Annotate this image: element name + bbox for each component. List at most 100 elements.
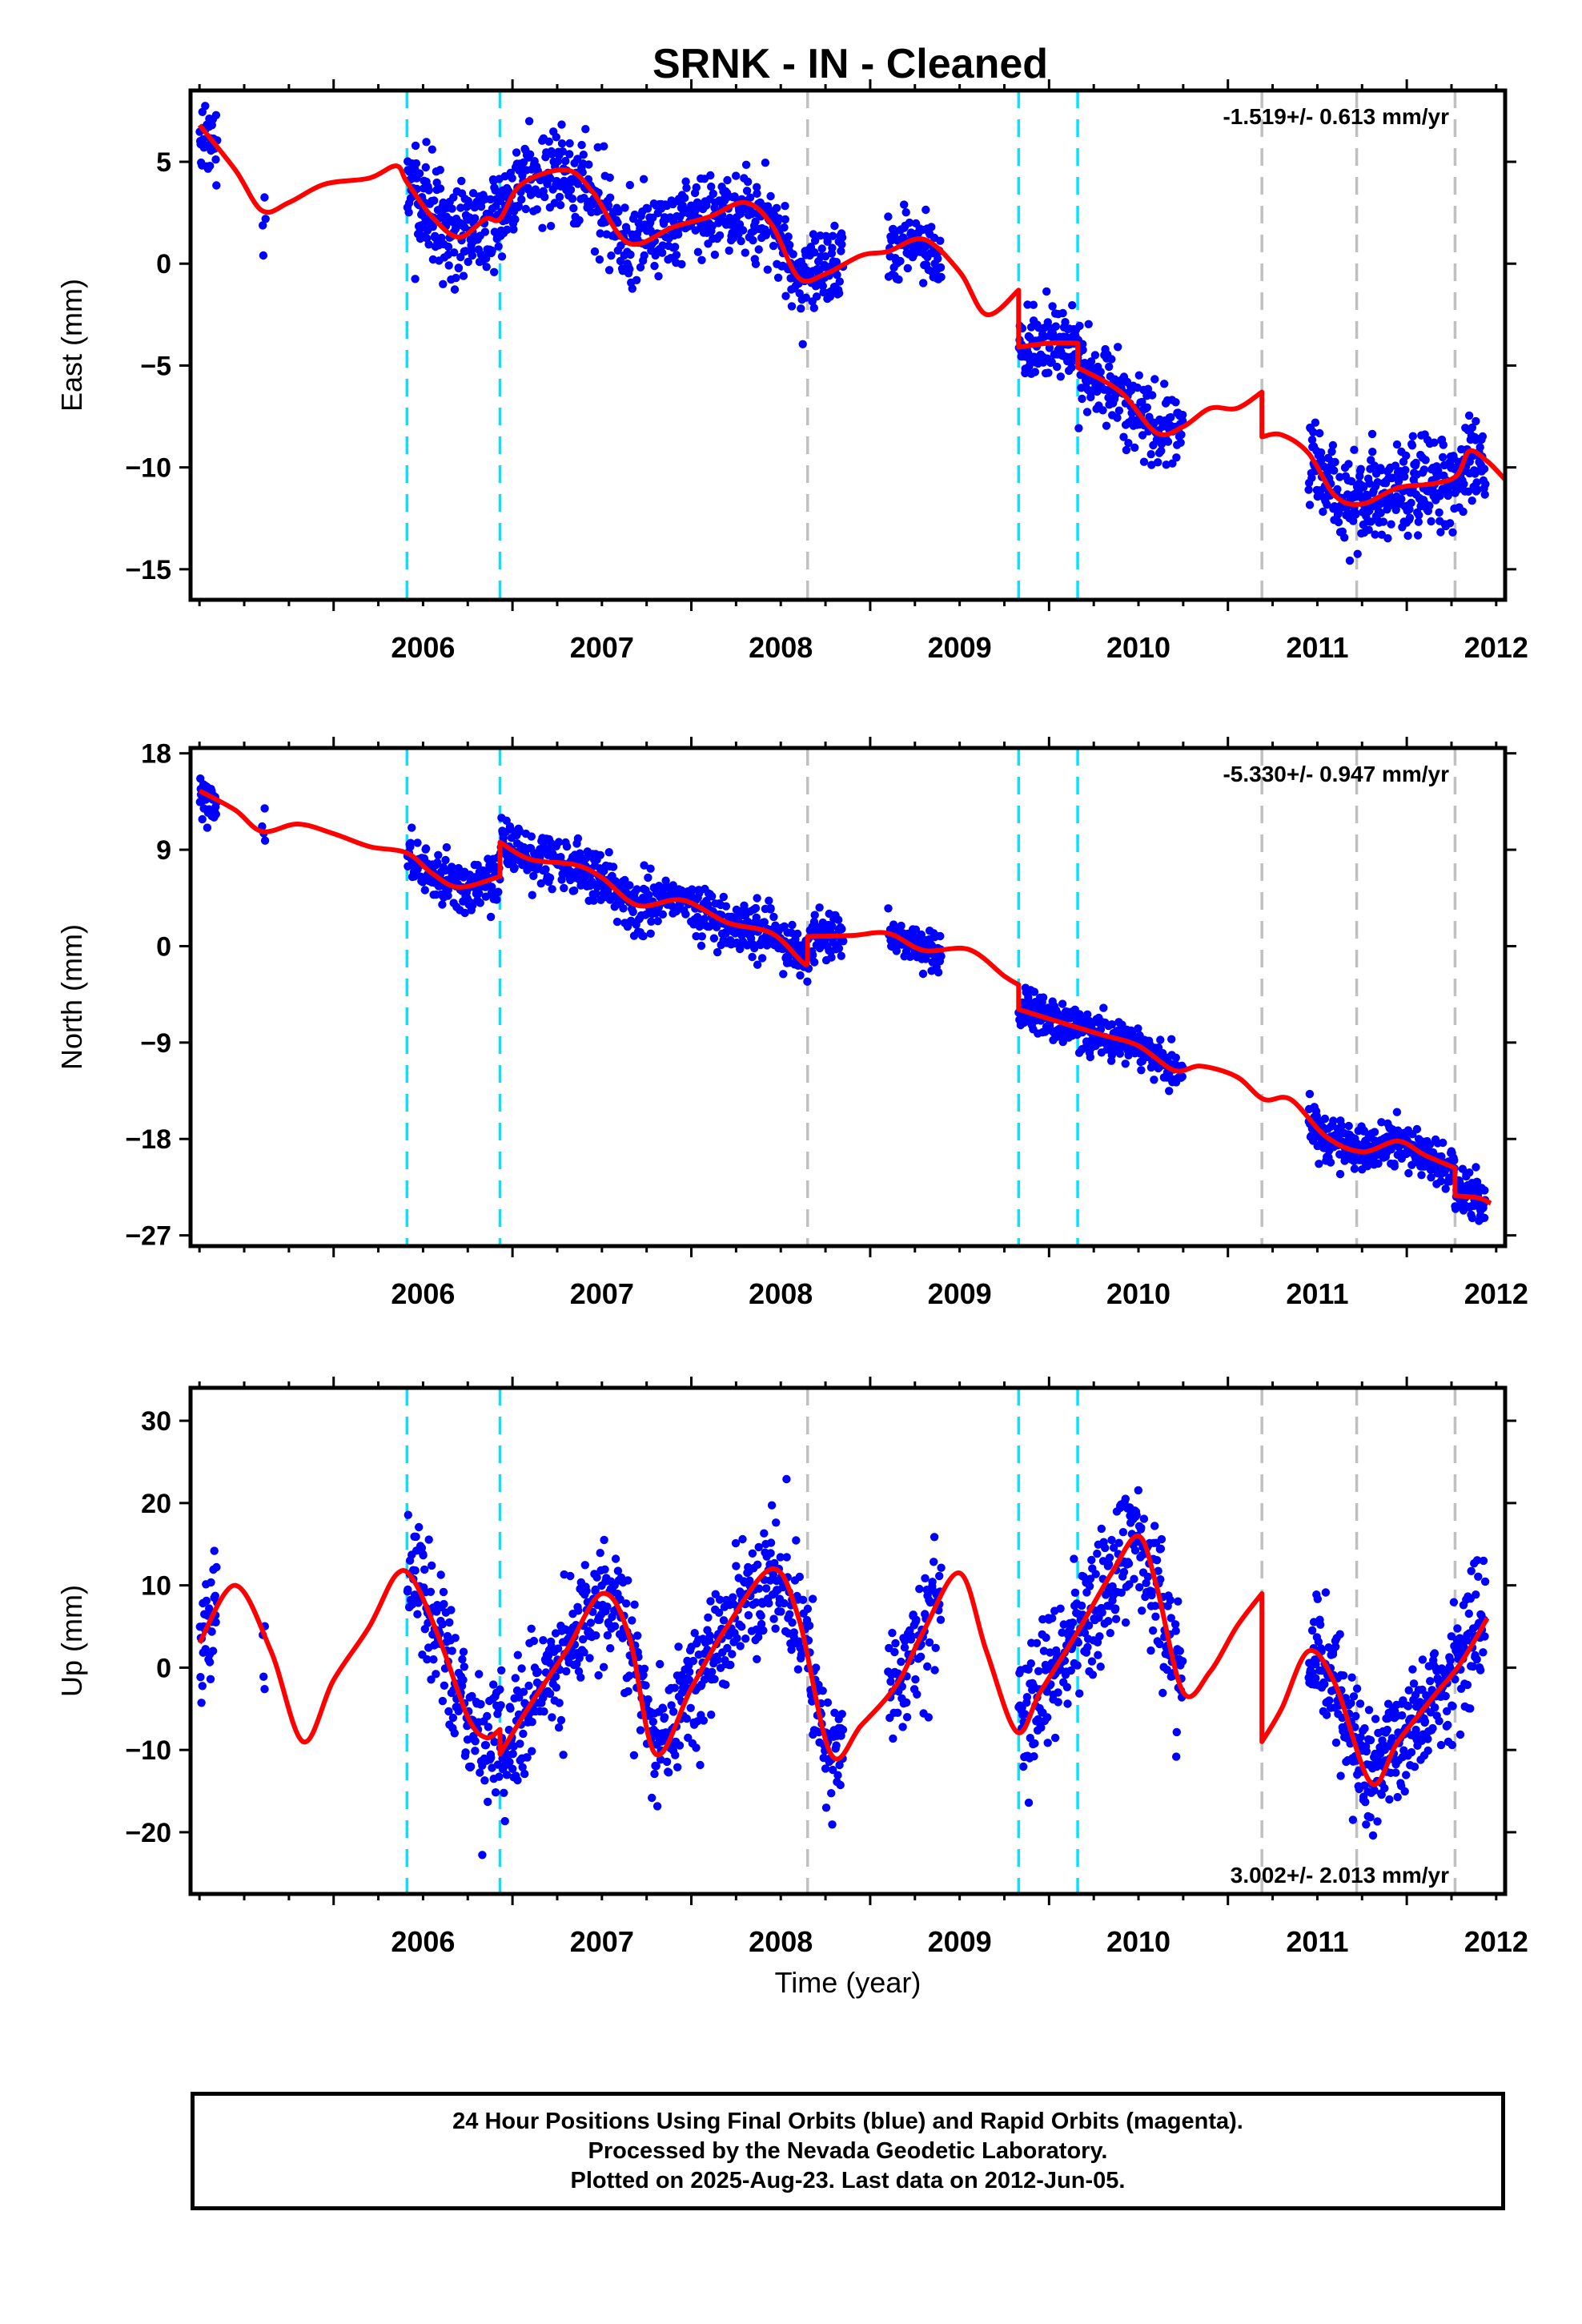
observation-point	[751, 903, 761, 913]
observation-point	[454, 1707, 463, 1715]
observation-point	[1154, 1566, 1162, 1575]
observation-point	[1117, 1588, 1126, 1598]
observation-point	[725, 246, 733, 255]
observation-point	[423, 1655, 432, 1664]
observation-point	[1154, 458, 1162, 467]
observation-point	[721, 1680, 730, 1689]
observation-point	[1314, 1637, 1323, 1647]
observation-point	[897, 921, 905, 931]
observation-point	[1043, 318, 1053, 327]
observation-point	[1086, 1574, 1095, 1583]
observation-point	[898, 233, 908, 242]
observation-point	[733, 1634, 741, 1642]
observation-point	[568, 195, 577, 203]
observation-point	[753, 1560, 762, 1570]
observation-point	[1085, 1582, 1094, 1591]
observation-point	[837, 240, 846, 249]
observation-point	[616, 1595, 624, 1604]
observation-point	[699, 1716, 709, 1725]
observation-point	[713, 1655, 722, 1664]
observation-point	[1098, 406, 1107, 415]
observation-point	[770, 1558, 779, 1568]
observation-point	[640, 251, 648, 260]
observation-point	[444, 261, 453, 270]
observation-point	[1134, 1024, 1142, 1033]
observation-point	[1322, 1711, 1331, 1719]
observation-point	[196, 1673, 205, 1682]
observation-point	[1054, 1698, 1062, 1707]
east-model-curve	[197, 123, 1505, 508]
observation-point	[656, 1659, 665, 1669]
observation-point	[921, 1574, 930, 1583]
observation-point	[1407, 498, 1415, 508]
observation-point	[439, 279, 448, 288]
observation-point	[415, 169, 424, 178]
observation-point	[208, 1647, 218, 1655]
observation-point	[1096, 368, 1105, 376]
observation-point	[259, 221, 267, 230]
observation-point	[690, 1629, 699, 1638]
observation-point	[528, 1718, 536, 1727]
observation-point	[810, 958, 819, 967]
observation-point	[787, 302, 797, 311]
observation-point	[1480, 464, 1489, 473]
observation-point	[630, 1600, 639, 1609]
observation-point	[1158, 1688, 1167, 1698]
observation-point	[1347, 1673, 1356, 1682]
observation-point	[1391, 1768, 1400, 1777]
observation-point	[667, 1701, 676, 1710]
observation-point	[628, 1616, 636, 1625]
observation-point	[1042, 287, 1051, 296]
observation-point	[788, 920, 797, 930]
observation-point	[1148, 1626, 1158, 1635]
observation-point	[789, 250, 797, 259]
observation-point	[1078, 345, 1087, 355]
observation-point	[575, 1654, 584, 1663]
observation-point	[1311, 1674, 1320, 1683]
observation-point	[608, 862, 618, 871]
observation-point	[417, 1543, 427, 1553]
observation-point	[1336, 1771, 1345, 1780]
x-tick-label: 2008	[749, 1925, 813, 1958]
observation-point	[659, 1704, 668, 1713]
observation-point	[441, 855, 450, 865]
observation-point	[704, 1613, 713, 1622]
observation-point	[559, 1751, 568, 1759]
observation-point	[765, 896, 773, 905]
observation-point	[1344, 1121, 1353, 1131]
observation-point	[658, 248, 667, 257]
footer-line-3: Plotted on 2025-Aug-23. Last data on 201…	[570, 2167, 1126, 2193]
observation-point	[1313, 1594, 1323, 1604]
observation-point	[428, 1561, 436, 1570]
observation-point	[461, 247, 470, 255]
observation-point	[810, 248, 819, 257]
observation-point	[1138, 431, 1147, 440]
observation-point	[1448, 1702, 1457, 1711]
observation-point	[592, 889, 600, 899]
observation-point	[460, 1663, 468, 1671]
observation-point	[1094, 1651, 1102, 1659]
observation-point	[928, 1578, 937, 1586]
observation-point	[901, 208, 910, 217]
observation-point	[1107, 355, 1116, 364]
observation-point	[459, 1675, 468, 1684]
observation-point	[761, 231, 770, 239]
observation-point	[1124, 1051, 1133, 1060]
observation-point	[497, 252, 507, 261]
observation-point	[562, 842, 572, 851]
observation-point	[794, 1637, 804, 1646]
observation-point	[1374, 1159, 1383, 1168]
observation-point	[1480, 1577, 1490, 1586]
observation-point	[502, 1771, 512, 1779]
observation-point	[1178, 1072, 1187, 1081]
north-plot-frame	[188, 746, 1508, 1248]
observation-point	[1151, 1612, 1160, 1621]
observation-point	[1119, 1567, 1129, 1577]
observation-point	[1402, 451, 1411, 460]
observation-point	[1029, 300, 1038, 309]
observation-point	[810, 236, 820, 245]
observation-point	[1088, 1671, 1098, 1679]
observation-point	[809, 1594, 817, 1603]
observation-point	[1377, 530, 1387, 539]
x-tick-label: 2006	[391, 631, 455, 664]
